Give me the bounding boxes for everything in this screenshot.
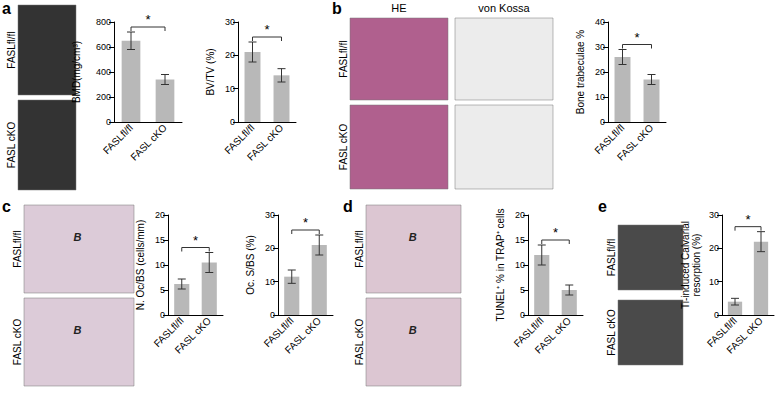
svg-text:FASL cKO: FASL cKO	[245, 122, 286, 163]
svg-text:0: 0	[160, 310, 165, 320]
svg-text:10: 10	[225, 84, 235, 94]
svg-text:*: *	[193, 233, 198, 248]
svg-text:B: B	[74, 324, 82, 336]
svg-text:20: 20	[709, 243, 719, 253]
svg-text:Bone trabeculae %: Bone trabeculae %	[575, 30, 586, 115]
svg-text:FASLfl/fl: FASLfl/fl	[101, 122, 135, 156]
svg-text:a: a	[2, 0, 11, 17]
svg-text:FASLfl/fl: FASLfl/fl	[338, 40, 349, 77]
svg-text:FASLfl/fl: FASLfl/fl	[511, 315, 546, 350]
svg-text:20: 20	[515, 210, 525, 220]
svg-text:10: 10	[155, 260, 165, 270]
svg-text:20: 20	[595, 67, 605, 77]
svg-text:*: *	[145, 12, 150, 27]
svg-text:800: 800	[96, 17, 111, 27]
svg-text:30: 30	[709, 210, 719, 220]
svg-text:c: c	[2, 198, 11, 215]
svg-text:*: *	[553, 225, 558, 240]
svg-text:5: 5	[160, 285, 165, 295]
svg-text:FASL cKO: FASL cKO	[173, 315, 214, 356]
svg-text:FASLfl/fl: FASLfl/fl	[151, 315, 186, 350]
svg-text:B: B	[409, 231, 417, 243]
svg-text:FASLfl/fl: FASLfl/fl	[354, 230, 365, 267]
svg-text:*: *	[264, 22, 269, 37]
svg-text:TUNEL⁺ % in TRAP⁺ cells: TUNEL⁺ % in TRAP⁺ cells	[495, 208, 506, 321]
svg-text:FASL cKO: FASL cKO	[606, 309, 617, 356]
svg-text:Oc. S/BS (%): Oc. S/BS (%)	[245, 235, 256, 294]
svg-text:BMD(mg/cm³): BMD(mg/cm³)	[71, 41, 82, 103]
svg-text:FASL cKO: FASL cKO	[724, 315, 765, 356]
svg-text:0: 0	[600, 117, 605, 127]
svg-text:FASLfl/fl: FASLfl/fl	[261, 315, 296, 350]
svg-text:FASL cKO: FASL cKO	[128, 122, 169, 163]
svg-text:*: *	[303, 215, 308, 230]
svg-text:d: d	[343, 198, 353, 215]
svg-text:20: 20	[265, 243, 275, 253]
svg-text:40: 40	[595, 17, 605, 27]
svg-text:FASL cKO: FASL cKO	[615, 122, 656, 163]
svg-text:30: 30	[225, 17, 235, 27]
svg-text:*: *	[634, 30, 639, 45]
svg-text:0: 0	[520, 310, 525, 320]
svg-text:B: B	[409, 324, 417, 336]
svg-text:10: 10	[595, 92, 605, 102]
svg-text:*: *	[745, 212, 750, 227]
svg-text:resorption (%): resorption (%)	[691, 234, 702, 297]
svg-text:FASLfl/fl: FASLfl/fl	[12, 230, 23, 267]
svg-text:0: 0	[106, 117, 111, 127]
svg-text:10: 10	[709, 277, 719, 287]
svg-text:B: B	[74, 231, 82, 243]
svg-text:20: 20	[225, 50, 235, 60]
svg-text:FASLfl/fl: FASLfl/fl	[704, 315, 739, 350]
svg-text:b: b	[332, 0, 342, 17]
svg-text:600: 600	[96, 42, 111, 52]
svg-text:BV/TV (%): BV/TV (%)	[205, 48, 216, 95]
svg-text:Ti-induced Calvarial: Ti-induced Calvarial	[680, 221, 691, 309]
svg-text:FASL cKO: FASL cKO	[533, 315, 574, 356]
svg-text:FASLfl/fl: FASLfl/fl	[222, 122, 257, 157]
svg-text:FASL cKO: FASL cKO	[6, 122, 17, 169]
svg-text:10: 10	[515, 260, 525, 270]
svg-text:e: e	[598, 198, 607, 215]
svg-text:FASL cKO: FASL cKO	[283, 315, 324, 356]
svg-text:von Kossa: von Kossa	[478, 2, 530, 14]
svg-text:30: 30	[595, 42, 605, 52]
svg-text:FASLfl/fl: FASLfl/fl	[592, 122, 627, 157]
svg-text:FASLfl/fl: FASLfl/fl	[606, 239, 617, 276]
svg-text:FASL cKO: FASL cKO	[338, 124, 349, 171]
svg-text:20: 20	[155, 210, 165, 220]
svg-text:30: 30	[265, 210, 275, 220]
svg-text:0: 0	[714, 310, 719, 320]
svg-text:0: 0	[270, 310, 275, 320]
svg-text:10: 10	[265, 277, 275, 287]
svg-text:15: 15	[515, 235, 525, 245]
svg-text:FASL cKO: FASL cKO	[354, 319, 365, 366]
svg-text:400: 400	[96, 67, 111, 77]
svg-text:FASL cKO: FASL cKO	[12, 319, 23, 366]
svg-text:N. Oc/BS (cells/mm): N. Oc/BS (cells/mm)	[135, 220, 146, 311]
svg-text:200: 200	[96, 92, 111, 102]
svg-text:15: 15	[155, 235, 165, 245]
svg-text:HE: HE	[391, 2, 406, 14]
svg-text:0: 0	[230, 117, 235, 127]
svg-text:FASLfl/fl: FASLfl/fl	[6, 31, 17, 68]
svg-text:5: 5	[520, 285, 525, 295]
